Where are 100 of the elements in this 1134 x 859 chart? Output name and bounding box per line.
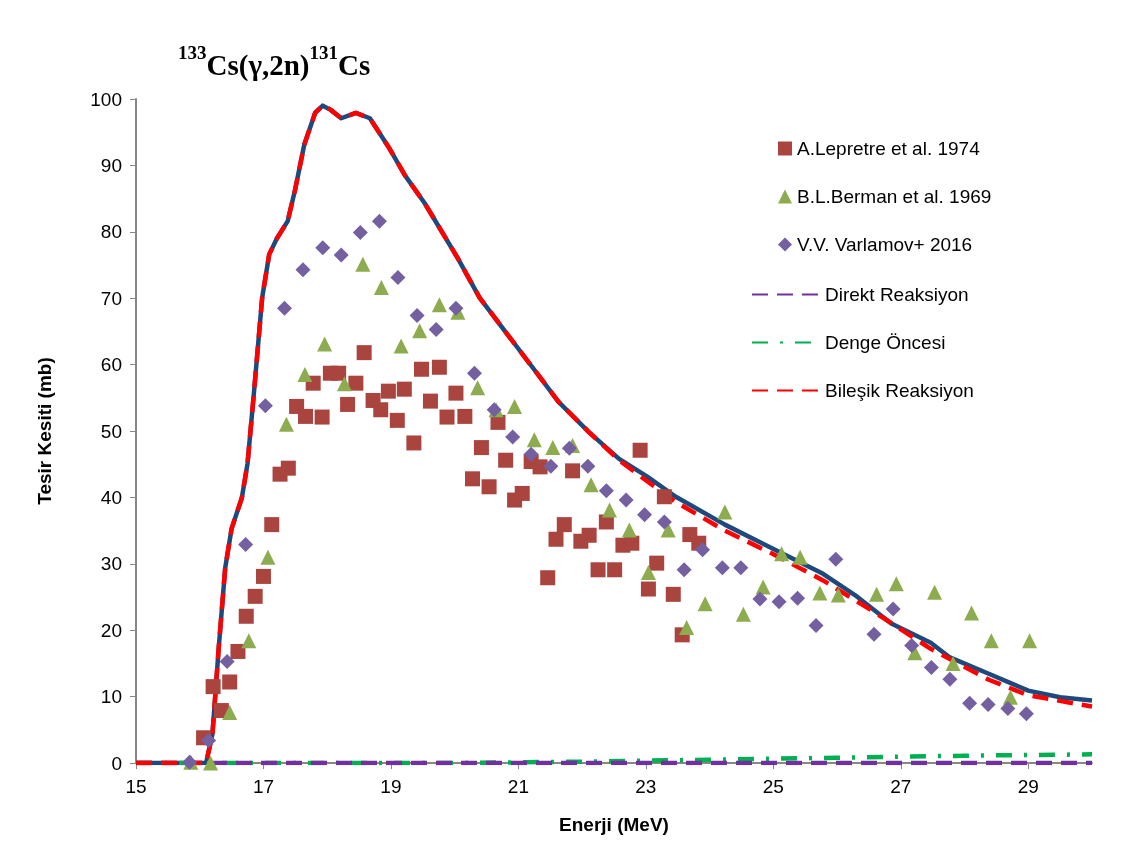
point [866,626,882,642]
point [457,408,473,424]
point [422,393,438,409]
point [203,755,219,771]
point [371,213,387,229]
point [812,585,828,601]
point [498,452,514,468]
point [618,492,634,508]
point [336,376,352,392]
point [315,240,331,256]
point [406,435,422,451]
point [640,564,656,580]
point [230,643,246,659]
point [695,542,711,558]
point [278,416,294,432]
x-tick-label: 27 [890,776,912,797]
point [942,671,958,687]
point [1022,633,1038,649]
point [331,365,347,381]
point [590,562,606,578]
point [238,608,254,624]
point [390,270,406,286]
legend-label: Bileşik Reaksiyon [825,380,974,401]
point [380,383,396,399]
point [565,463,581,479]
point [526,432,542,448]
y-tick-label: 40 [100,486,122,508]
point [257,398,273,414]
point [1018,706,1034,722]
point [409,307,425,323]
x-tick-label: 21 [507,776,529,797]
point [295,262,311,278]
point [656,489,672,505]
point [260,549,276,565]
point [238,537,254,553]
point [340,396,356,412]
point [714,560,730,576]
y-tick-label: 80 [100,221,122,243]
point [298,408,314,424]
point [665,586,681,602]
point [431,359,447,375]
point [697,596,713,612]
point [580,458,596,474]
point [507,398,523,414]
point [676,562,692,578]
point [317,336,333,352]
point [412,323,428,339]
point [927,584,943,600]
x-tick-label: 17 [252,776,275,797]
point [280,460,296,476]
point [373,402,389,418]
y-tick-label: 0 [111,752,122,774]
point [222,705,238,721]
point [792,549,808,565]
y-tick-label: 30 [100,553,122,575]
point [717,504,733,520]
legend-label: V.V. Varlamov+ 2016 [797,234,973,255]
point [640,581,656,597]
point [514,485,530,501]
point [396,381,412,397]
point [314,409,330,425]
point [201,732,217,748]
point [532,459,548,475]
point [983,633,999,649]
point [637,507,653,523]
point [561,440,577,456]
point [679,620,695,636]
point [828,551,844,567]
point [752,591,768,607]
point [540,570,556,586]
x-tick-label: 29 [1017,776,1039,797]
point [945,655,961,671]
y-tick-label: 10 [100,686,122,708]
point [356,345,372,361]
point [277,300,292,316]
y-tick-label: 90 [100,154,122,176]
point [448,300,464,316]
point [869,586,885,602]
point [389,412,405,428]
point [543,458,559,474]
point [297,367,313,383]
point [808,618,824,634]
legend-label: Denge Öncesi [825,332,946,353]
point [649,555,665,571]
point [352,224,368,240]
point [545,440,561,456]
point [735,606,751,622]
point [465,471,481,487]
point [373,280,389,296]
point [219,653,235,669]
y-tick-label: 20 [100,619,122,641]
legend-label: A.Lepretre et al. 1974 [797,138,981,159]
point [962,695,978,711]
point [505,429,521,445]
point [888,576,904,592]
point [355,256,371,272]
point [481,479,497,495]
x-axis-title: Enerji (MeV) [559,814,669,835]
point [428,321,444,337]
point [583,477,599,493]
